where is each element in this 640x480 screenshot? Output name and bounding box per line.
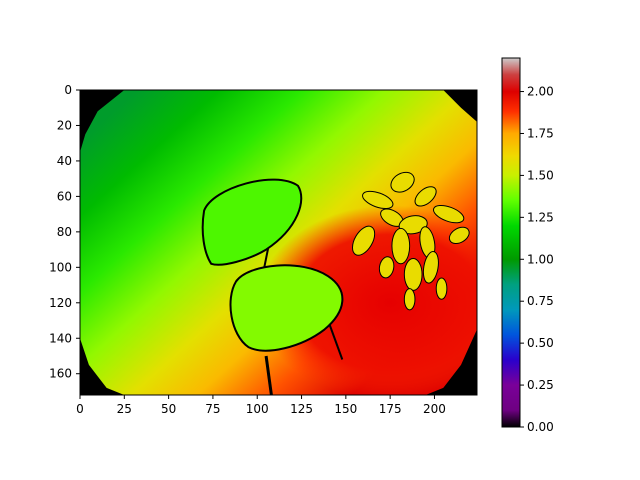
y-tick-label: 80 <box>57 225 72 239</box>
x-tick-label: 75 <box>205 402 220 416</box>
plant-leaf <box>414 186 437 207</box>
x-tick-label: 200 <box>423 402 446 416</box>
y-tick-label: 160 <box>49 367 72 381</box>
chair-back <box>201 178 303 266</box>
chair-leg-right <box>327 320 344 360</box>
colorbar-tick-label: 1.25 <box>527 210 554 224</box>
colorbar-tick-label: 1.75 <box>527 126 554 140</box>
x-tick-label: 175 <box>379 402 402 416</box>
colorbar-frame <box>501 57 521 428</box>
y-tick-label: 100 <box>49 260 72 274</box>
chair-leg-front <box>264 355 273 395</box>
y-tick-label: 40 <box>57 154 72 168</box>
x-tick-label: 125 <box>290 402 313 416</box>
vignette-bottom-left <box>80 338 125 395</box>
colorbar-tick-label: 2.00 <box>527 85 554 99</box>
x-tick-label: 25 <box>117 402 132 416</box>
x-axis: 0 25 50 75 100 125 150 175 200 <box>76 395 446 416</box>
y-tick-label: 120 <box>49 296 72 310</box>
plant-leaf <box>422 251 439 284</box>
plant-leaf <box>435 277 448 300</box>
floor-region <box>257 205 477 395</box>
plot-frame <box>79 89 478 396</box>
invalid-depth-corners <box>80 90 477 395</box>
colorbar-tick-label: 0.50 <box>527 336 554 350</box>
x-tick-label: 150 <box>334 402 357 416</box>
plant-leaf <box>378 256 395 279</box>
x-tick-label: 50 <box>161 402 176 416</box>
plant-leaf <box>362 190 394 210</box>
colorbar-tick-label: 1.00 <box>527 252 554 266</box>
vignette-bottom-right <box>425 329 477 395</box>
plant-leaf <box>391 227 411 265</box>
y-tick-label: 140 <box>49 331 72 345</box>
colorbar <box>502 58 520 427</box>
colorbar-tick-label: 0.00 <box>527 420 554 434</box>
chair-region <box>201 178 344 395</box>
plant-leaf <box>448 226 470 245</box>
y-tick-label: 20 <box>57 118 72 132</box>
colorbar-tick-label: 0.25 <box>527 378 554 392</box>
x-tick-label: 0 <box>76 402 84 416</box>
plant-region <box>352 171 470 311</box>
colorbar-tick-label: 0.75 <box>527 294 554 308</box>
heatmap-image <box>80 90 477 395</box>
x-tick-label: 100 <box>246 402 269 416</box>
vignette-top-left <box>80 90 125 153</box>
plant-leaf <box>352 225 376 256</box>
plant-leaf <box>403 288 416 311</box>
y-axis: 0 20 40 60 80 100 120 140 160 <box>49 83 80 381</box>
colorbar-axis: 0.00 0.25 0.50 0.75 1.00 1.25 1.50 1.75 2.00 <box>520 85 554 434</box>
vignette-top-right <box>443 90 477 122</box>
y-tick-label: 60 <box>57 189 72 203</box>
plant-leaf <box>390 171 415 193</box>
plant-leaf <box>432 205 465 224</box>
chair-seat <box>229 264 344 352</box>
plant-leaf <box>403 257 423 291</box>
plant-leaf <box>398 215 428 235</box>
colorbar-tick-label: 1.50 <box>527 168 554 182</box>
y-tick-label: 0 <box>64 83 72 97</box>
